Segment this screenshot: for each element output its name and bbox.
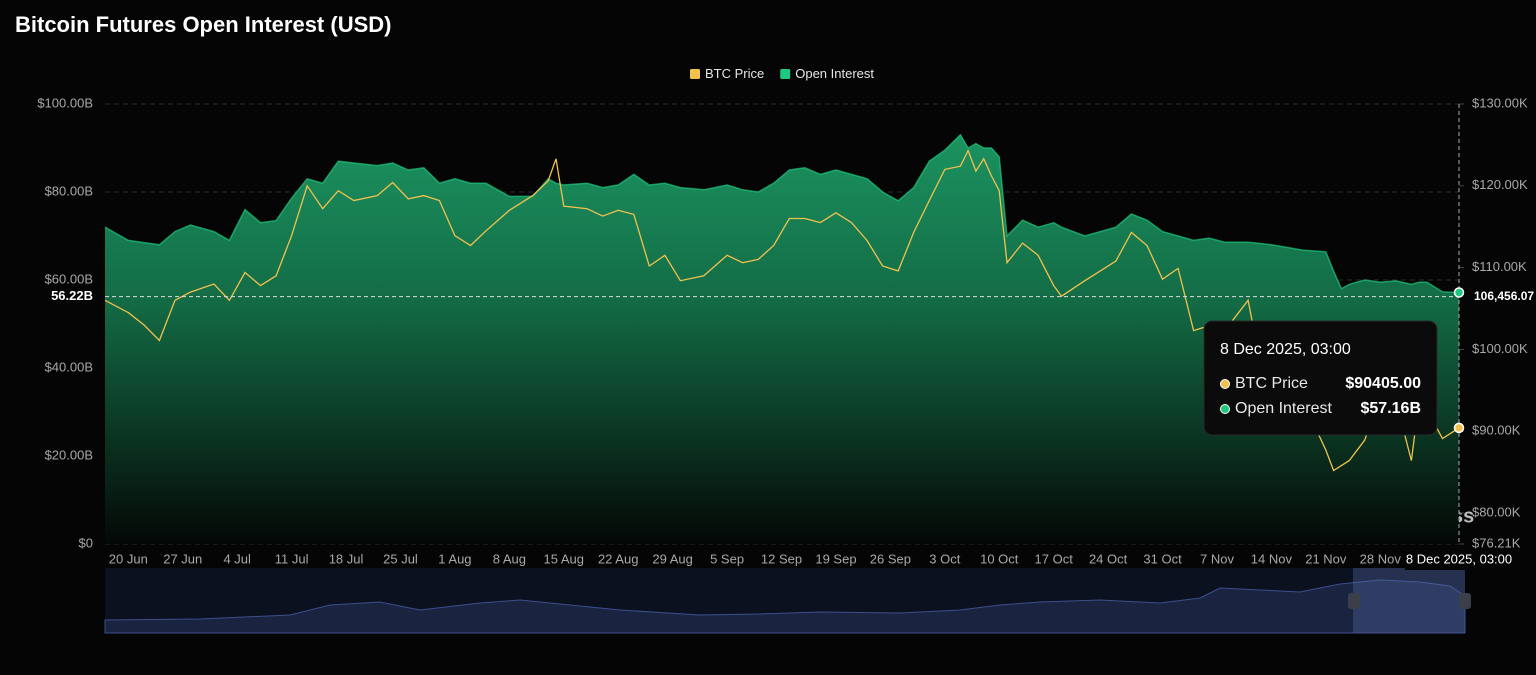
x-tick-label: 5 Sep: [710, 551, 744, 566]
legend-label: Open Interest: [795, 66, 874, 81]
y2-tick-label: $130.00K: [1472, 95, 1528, 110]
end-point: [1453, 422, 1465, 434]
x-tick-label: 25 Jul: [383, 551, 418, 566]
price-line: [104, 148, 1460, 472]
x-tick-label: 12 Sep: [761, 551, 802, 566]
oi-area: [105, 134, 1459, 545]
legend-swatch: [690, 69, 700, 79]
chart-title: Bitcoin Futures Open Interest (USD): [15, 12, 391, 37]
y2-tick-label: $76.21K: [1472, 535, 1521, 550]
crosshair-y2-label: 106,456.07: [1474, 289, 1534, 303]
x-tick-label: 27 Jun: [163, 551, 202, 566]
x-tick-label: 7 Nov: [1200, 551, 1234, 566]
x-tick-label: 31 Oct: [1143, 551, 1182, 566]
navigator-area: [104, 579, 1466, 634]
y-tick-label: $60.00B: [45, 271, 93, 286]
y2-tick-label: $80.00K: [1472, 504, 1521, 519]
legend: BTC Price Open Interest: [690, 66, 874, 81]
y-tick-label: $40.00B: [45, 359, 93, 374]
x-tick-label: 15 Aug: [544, 551, 585, 566]
navigator-handle[interactable]: [1348, 593, 1360, 609]
x-tick-label: 26 Sep: [870, 551, 911, 566]
x-tick-label: 10 Oct: [980, 551, 1019, 566]
legend-label: BTC Price: [705, 66, 764, 81]
y-tick-label: $20.00B: [45, 447, 93, 462]
tooltip-dot: [1220, 379, 1230, 389]
x-tick-label: 20 Jun: [109, 551, 148, 566]
x-tick-label: 29 Aug: [652, 551, 693, 566]
tooltip-dot: [1220, 404, 1230, 414]
y2-tick-label: $110.00K: [1472, 259, 1527, 274]
navigator-selection[interactable]: [1353, 568, 1465, 633]
y-tick-label: $100.00B: [37, 95, 93, 110]
x-tick-label: 4 Jul: [223, 551, 251, 566]
y2-tick-label: $100.00K: [1472, 341, 1528, 356]
tooltip-series-name: Open Interest: [1235, 400, 1333, 417]
x-tick-label: 22 Aug: [598, 551, 639, 566]
navigator: [104, 568, 1471, 634]
navigator-handle[interactable]: [1459, 593, 1471, 609]
crosshair-y-label: 56.22B: [51, 288, 93, 303]
oi-line: [104, 133, 1460, 294]
crosshair-label-bg: [40, 287, 100, 306]
x-tick-label: 11 Jul: [275, 551, 309, 566]
x-tick-label: 21 Nov: [1305, 551, 1347, 566]
x-tick-label: 17 Oct: [1035, 551, 1074, 566]
x-tick-label: 28 Nov: [1360, 551, 1402, 566]
crosshair-label-bg: [1470, 287, 1536, 306]
y-tick-label: $0: [79, 535, 93, 550]
x-tick-label: 3 Oct: [929, 551, 960, 566]
crosshair-x-label-bg: [1405, 550, 1513, 570]
x-tick-label: 19 Sep: [815, 551, 856, 566]
tooltip: 8 Dec 2025, 03:00 BTC Price $90405.00 Open …: [1203, 320, 1438, 436]
tooltip-value: $90405.00: [1345, 375, 1421, 392]
x-tick-label: 8 Aug: [493, 551, 526, 566]
tooltip-box: [1203, 320, 1438, 436]
crosshair-x-label: 8 Dec 2025, 03:00: [1406, 551, 1512, 566]
tooltip-title: 8 Dec 2025, 03:00: [1220, 341, 1351, 358]
y2-tick-label: $120.00K: [1472, 177, 1528, 192]
end-point: [1453, 287, 1465, 298]
tooltip-value: $57.16B: [1361, 400, 1422, 417]
x-tick-label: 1 Aug: [438, 551, 471, 566]
x-tick-label: 24 Oct: [1089, 551, 1128, 566]
y-tick-label: $80.00B: [45, 183, 93, 198]
tooltip-series-name: BTC Price: [1235, 375, 1308, 392]
x-tick-label: 18 Jul: [329, 551, 364, 566]
legend-swatch: [780, 69, 791, 79]
x-tick-label: 14 Nov: [1251, 551, 1293, 566]
y2-tick-label: $90.00K: [1472, 423, 1521, 438]
